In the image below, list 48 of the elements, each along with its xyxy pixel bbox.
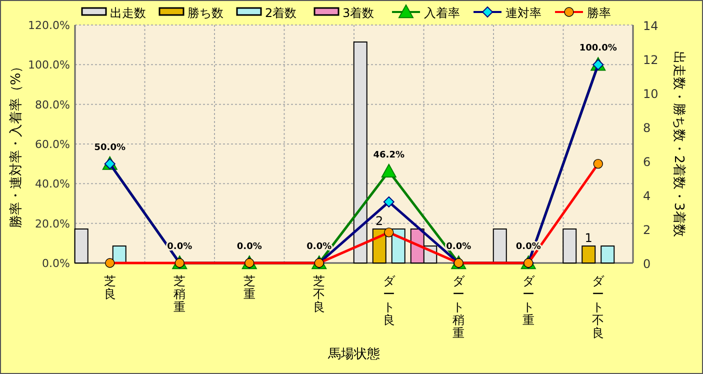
x-tick-label: ダート良: [382, 274, 396, 327]
y2-tick-label: 14: [643, 19, 658, 33]
y-tick-label: 120.0%: [28, 19, 70, 32]
x-tick-label: ダート不良: [592, 274, 606, 340]
y2-tick-label: 8: [643, 121, 651, 135]
y2-tick-label: 10: [643, 87, 658, 101]
bar: [582, 246, 596, 264]
y2-tick-label: 12: [643, 53, 658, 67]
x-tick-label: 芝良: [104, 274, 116, 301]
y-tick-label: 60.0%: [35, 138, 70, 151]
legend-label: 勝ち数: [188, 6, 224, 20]
data-label: 2: [376, 214, 384, 228]
legend-label: 出走数: [110, 6, 146, 20]
x-tick-label: 芝不良: [313, 274, 326, 314]
data-label: 46.2%: [373, 150, 404, 160]
y-tick-label: 100.0%: [28, 58, 70, 72]
data-label: 0.0%: [446, 242, 472, 252]
y-tick-label: 40.0%: [35, 178, 70, 191]
legend-label: 勝率: [587, 6, 611, 20]
y2-tick-label: 2: [643, 223, 651, 237]
y-tick-label: 20.0%: [35, 217, 70, 230]
legend-label: 入着率: [424, 6, 460, 20]
data-label: 50.0%: [94, 142, 126, 153]
x-axis-title: 馬場状態: [327, 347, 380, 362]
legend-label: 2着数: [265, 6, 297, 20]
legend-label: 連対率: [506, 6, 542, 20]
y2-tick-label: 0: [643, 257, 651, 271]
point: [381, 164, 396, 178]
bar: [562, 228, 577, 264]
data-label: 100.0%: [579, 44, 617, 54]
y2-axis-title: 出走数・勝ち数・2着数・3着数: [671, 51, 687, 237]
bar: [600, 246, 615, 264]
data-label: 0.0%: [236, 242, 262, 252]
x-tick-label: 芝稍重: [174, 274, 186, 314]
x-tick-label: ダート稍重: [452, 274, 466, 340]
bar: [353, 42, 368, 264]
y-tick-label: 0.0%: [42, 257, 70, 270]
x-tick-label: 芝重: [243, 274, 256, 301]
point: [383, 196, 394, 208]
data-label: 1: [584, 231, 592, 245]
y2-tick-label: 6: [643, 155, 651, 169]
bar: [74, 228, 88, 264]
y-tick-label: 80.0%: [35, 98, 70, 112]
y-axis-title: 勝率・連対率・入着率（%）: [8, 60, 24, 228]
legend-label: 3着数: [342, 6, 374, 20]
bar: [492, 228, 507, 264]
y2-tick-label: 4: [643, 189, 651, 203]
x-tick-label: ダート重: [522, 274, 536, 327]
